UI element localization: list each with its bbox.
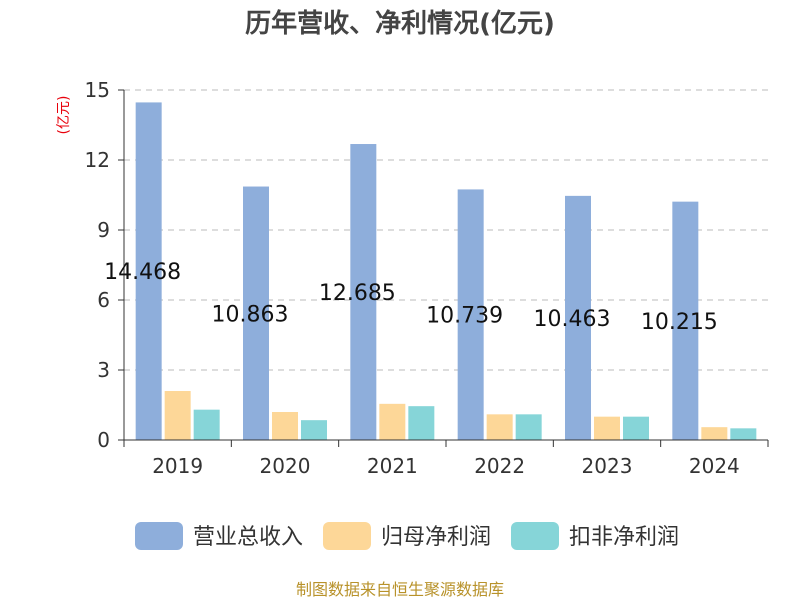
data-labels: 14.468 10.863 12.685 10.739 10.463 10.215 <box>104 260 718 335</box>
bar-扣非净利润 <box>301 420 327 440</box>
bar-营业总收入 <box>350 144 377 440</box>
bar-归母净利润 <box>164 391 191 440</box>
legend-swatch <box>135 522 183 550</box>
bar-扣非净利润 <box>730 428 757 440</box>
y-tick-label: 15 <box>85 78 110 102</box>
gridlines <box>124 89 768 371</box>
legend: 营业总收入 归母净利润 扣非净利润 <box>135 522 679 550</box>
bar-扣非净利润 <box>193 409 220 440</box>
chart-title: 历年营收、净利情况(亿元) <box>245 8 555 39</box>
bar-归母净利润 <box>594 416 620 440</box>
bar-营业总收入 <box>243 186 269 440</box>
x-tick-label: 2021 <box>367 454 418 478</box>
data-label: 10.463 <box>534 307 611 332</box>
y-tick-label: 3 <box>97 358 110 382</box>
x-tick-label: 2024 <box>689 454 740 478</box>
bar-扣非净利润 <box>515 414 542 440</box>
legend-swatch <box>323 522 371 550</box>
bar-营业总收入 <box>565 195 591 440</box>
data-label: 10.739 <box>426 304 503 329</box>
bar-归母净利润 <box>272 412 298 440</box>
legend-label: 扣非净利润 <box>569 525 679 550</box>
bar-营业总收入 <box>135 102 162 440</box>
x-tick-label: 2023 <box>582 454 633 478</box>
y-tick-label: 6 <box>97 288 110 312</box>
bar-扣非净利润 <box>623 416 649 440</box>
legend-label: 归母净利润 <box>381 525 491 550</box>
y-tick-label: 0 <box>97 428 110 452</box>
bar-归母净利润 <box>701 427 728 440</box>
bar-营业总收入 <box>457 189 484 440</box>
bar-归母净利润 <box>379 403 406 440</box>
source-note: 制图数据来自恒生聚源数据库 <box>296 580 504 599</box>
data-label: 14.468 <box>104 260 181 285</box>
bar-营业总收入 <box>672 201 699 440</box>
data-label: 10.215 <box>641 310 718 335</box>
y-tick-label: 9 <box>97 218 110 242</box>
bar-归母净利润 <box>486 414 513 440</box>
legend-label: 营业总收入 <box>193 525 303 550</box>
x-tick-label: 2022 <box>474 454 525 478</box>
x-tick-label: 2019 <box>152 454 203 478</box>
axes: 0 3 6 9 12 15 2019 2020 2021 2022 2023 2024 <box>85 78 769 478</box>
y-tick-label: 12 <box>85 148 110 172</box>
legend-swatch <box>511 522 559 550</box>
y-axis-label: (亿元) <box>56 96 72 135</box>
data-label: 10.863 <box>212 302 289 327</box>
bars <box>135 102 757 440</box>
x-tick-label: 2020 <box>260 454 311 478</box>
bar-扣非净利润 <box>408 406 435 440</box>
data-label: 12.685 <box>319 281 396 306</box>
